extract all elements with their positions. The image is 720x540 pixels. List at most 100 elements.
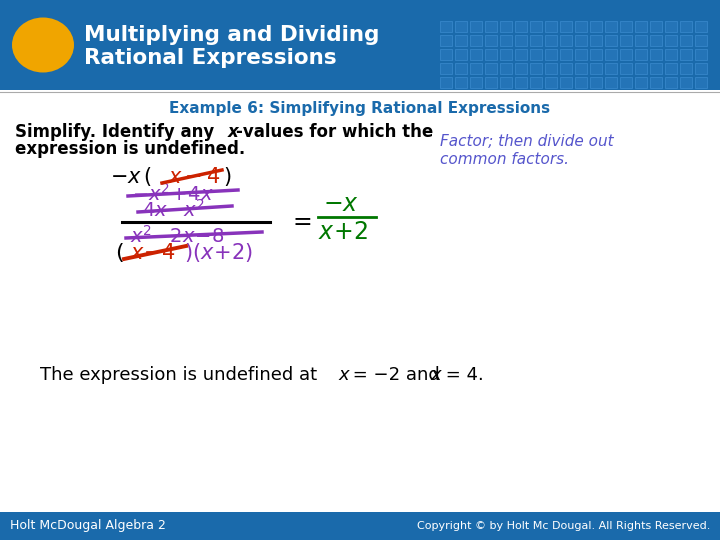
FancyBboxPatch shape (455, 35, 467, 46)
FancyBboxPatch shape (635, 49, 647, 60)
FancyBboxPatch shape (605, 35, 617, 46)
FancyBboxPatch shape (665, 21, 677, 32)
Text: common factors.: common factors. (440, 152, 569, 166)
FancyBboxPatch shape (485, 63, 497, 74)
FancyBboxPatch shape (680, 35, 692, 46)
FancyBboxPatch shape (515, 35, 527, 46)
FancyBboxPatch shape (500, 35, 512, 46)
FancyBboxPatch shape (590, 77, 602, 88)
FancyBboxPatch shape (650, 21, 662, 32)
Text: x: x (430, 366, 441, 384)
FancyBboxPatch shape (605, 77, 617, 88)
Text: $)(x\!+\!2)$: $)(x\!+\!2)$ (184, 241, 253, 265)
Text: Factor; then divide out: Factor; then divide out (440, 134, 613, 150)
FancyBboxPatch shape (620, 77, 632, 88)
FancyBboxPatch shape (620, 49, 632, 60)
FancyBboxPatch shape (695, 49, 707, 60)
FancyBboxPatch shape (515, 49, 527, 60)
Text: Multiplying and Dividing: Multiplying and Dividing (84, 25, 379, 45)
FancyBboxPatch shape (530, 21, 542, 32)
Text: = −2 and: = −2 and (347, 366, 446, 384)
FancyBboxPatch shape (695, 77, 707, 88)
Text: The expression is undefined at: The expression is undefined at (40, 366, 323, 384)
FancyBboxPatch shape (665, 63, 677, 74)
FancyBboxPatch shape (470, 35, 482, 46)
FancyBboxPatch shape (560, 77, 572, 88)
FancyBboxPatch shape (695, 63, 707, 74)
FancyBboxPatch shape (455, 63, 467, 74)
FancyBboxPatch shape (440, 49, 452, 60)
FancyBboxPatch shape (680, 49, 692, 60)
FancyBboxPatch shape (560, 49, 572, 60)
FancyBboxPatch shape (605, 49, 617, 60)
FancyBboxPatch shape (530, 77, 542, 88)
FancyBboxPatch shape (545, 35, 557, 46)
FancyBboxPatch shape (470, 77, 482, 88)
FancyBboxPatch shape (650, 63, 662, 74)
Text: x: x (228, 123, 239, 141)
FancyBboxPatch shape (500, 63, 512, 74)
FancyBboxPatch shape (545, 77, 557, 88)
Text: Example 6: Simplifying Rational Expressions: Example 6: Simplifying Rational Expressi… (169, 100, 551, 116)
Text: -values for which the: -values for which the (236, 123, 433, 141)
FancyBboxPatch shape (680, 63, 692, 74)
FancyBboxPatch shape (665, 49, 677, 60)
FancyBboxPatch shape (545, 63, 557, 74)
FancyBboxPatch shape (695, 21, 707, 32)
FancyBboxPatch shape (680, 21, 692, 32)
Text: $=$: $=$ (288, 208, 312, 232)
FancyBboxPatch shape (695, 35, 707, 46)
FancyBboxPatch shape (455, 49, 467, 60)
FancyBboxPatch shape (575, 21, 587, 32)
FancyBboxPatch shape (590, 21, 602, 32)
FancyBboxPatch shape (545, 49, 557, 60)
FancyBboxPatch shape (485, 21, 497, 32)
Text: $-x\,($: $-x\,($ (110, 165, 152, 188)
FancyBboxPatch shape (620, 21, 632, 32)
FancyBboxPatch shape (485, 49, 497, 60)
Ellipse shape (12, 17, 74, 72)
FancyBboxPatch shape (455, 77, 467, 88)
Text: $x\!-\!4$: $x\!-\!4$ (130, 243, 176, 263)
FancyBboxPatch shape (500, 77, 512, 88)
FancyBboxPatch shape (530, 49, 542, 60)
FancyBboxPatch shape (575, 77, 587, 88)
Text: $x^2\!-\!2x\!-\!8$: $x^2\!-\!2x\!-\!8$ (130, 225, 225, 247)
Text: $($: $($ (115, 241, 124, 265)
FancyBboxPatch shape (515, 77, 527, 88)
FancyBboxPatch shape (680, 77, 692, 88)
Text: $x-4$: $x-4$ (168, 167, 220, 187)
FancyBboxPatch shape (590, 63, 602, 74)
Text: = 4.: = 4. (440, 366, 484, 384)
FancyBboxPatch shape (605, 63, 617, 74)
FancyBboxPatch shape (470, 63, 482, 74)
FancyBboxPatch shape (560, 63, 572, 74)
FancyBboxPatch shape (665, 35, 677, 46)
FancyBboxPatch shape (650, 35, 662, 46)
Text: expression is undefined.: expression is undefined. (15, 140, 246, 158)
FancyBboxPatch shape (590, 35, 602, 46)
FancyBboxPatch shape (485, 35, 497, 46)
Text: $-x^2\!+\!4x$: $-x^2\!+\!4x$ (132, 183, 214, 205)
FancyBboxPatch shape (440, 77, 452, 88)
Text: $4x\!-\!x^2$: $4x\!-\!x^2$ (142, 199, 205, 221)
FancyBboxPatch shape (515, 63, 527, 74)
FancyBboxPatch shape (560, 21, 572, 32)
FancyBboxPatch shape (530, 63, 542, 74)
FancyBboxPatch shape (605, 21, 617, 32)
FancyBboxPatch shape (0, 512, 720, 540)
FancyBboxPatch shape (635, 35, 647, 46)
FancyBboxPatch shape (620, 35, 632, 46)
FancyBboxPatch shape (560, 35, 572, 46)
FancyBboxPatch shape (590, 49, 602, 60)
FancyBboxPatch shape (575, 35, 587, 46)
FancyBboxPatch shape (440, 35, 452, 46)
FancyBboxPatch shape (0, 0, 720, 90)
Text: Simplify. Identify any: Simplify. Identify any (15, 123, 220, 141)
FancyBboxPatch shape (620, 63, 632, 74)
FancyBboxPatch shape (635, 77, 647, 88)
FancyBboxPatch shape (455, 21, 467, 32)
FancyBboxPatch shape (515, 21, 527, 32)
FancyBboxPatch shape (470, 49, 482, 60)
FancyBboxPatch shape (545, 21, 557, 32)
